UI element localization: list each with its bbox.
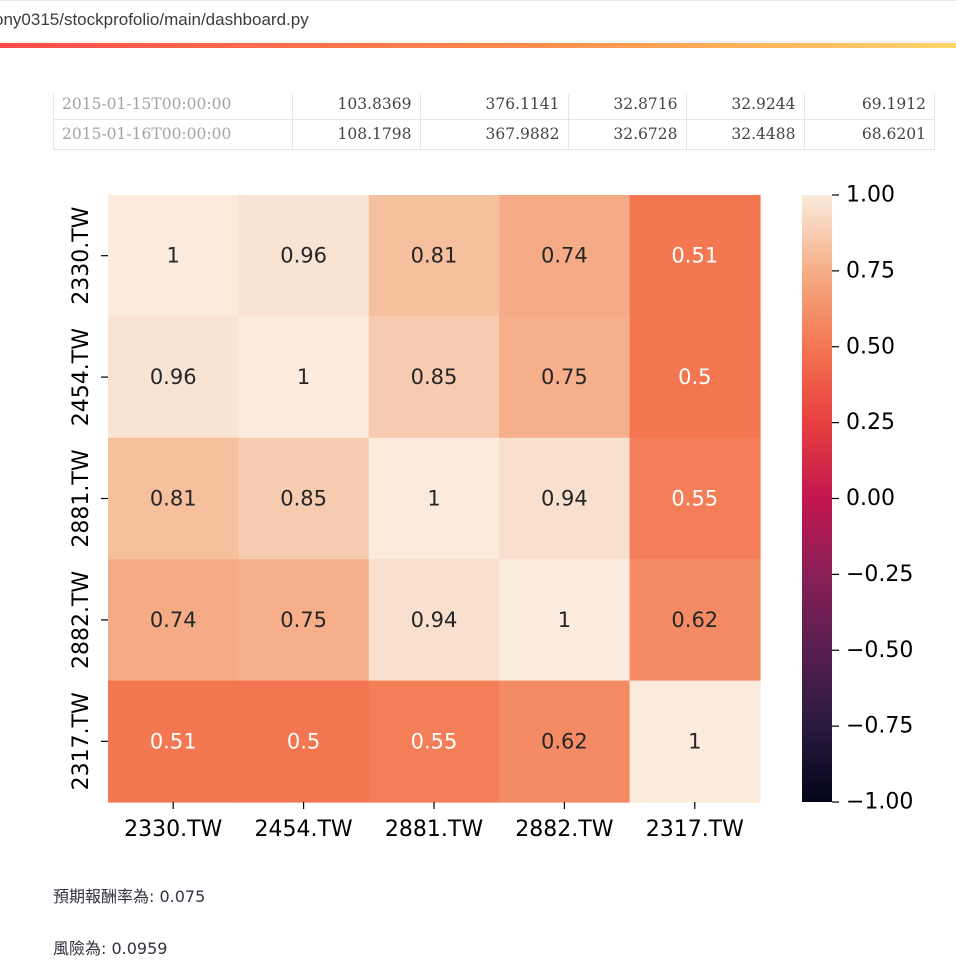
colorbar-ticks: 1.00 0.75 0.50 0.25 0.00 −0.25 −0.50 −0.75 −1.00 xyxy=(832,183,913,815)
heatmap-cell xyxy=(499,437,631,560)
heatmap-cell xyxy=(108,680,239,803)
correlation-heatmap: 1 0.96 0.81 0.74 0.510.96 1 0.85 0.75 0.50.81 0.8… xyxy=(69,183,913,843)
table-cell: 32.9244 xyxy=(686,94,805,120)
heatmap-cell xyxy=(368,680,500,803)
y-tick-label: 2317.TW xyxy=(69,692,94,790)
browser-address-bar[interactable]: ony0315/stockprofolio/main/dashboard.py xyxy=(0,0,956,48)
heatmap-cell xyxy=(629,316,761,439)
colorbar-tick-label: 0.00 xyxy=(846,486,895,511)
table-row: 2015-01-15T00:00:00 103.8369 376.1141 32… xyxy=(54,94,934,120)
y-tick-label: 2882.TW xyxy=(69,571,94,669)
y-tick-label: 2330.TW xyxy=(69,206,94,304)
heatmap-cells xyxy=(108,195,761,803)
cell-annotation: 0.51 xyxy=(671,244,718,268)
dataframe-grid: 2015-01-15T00:00:00 103.8369 376.1141 32… xyxy=(54,94,934,150)
row-index-cell: 2015-01-15T00:00:00 xyxy=(54,94,293,120)
url-text: ony0315/stockprofolio/main/dashboard.py xyxy=(0,10,309,29)
cell-annotation: 0.51 xyxy=(150,729,197,753)
cell-annotation: 0.62 xyxy=(671,608,718,632)
risk-text: 風險為: 0.0959 xyxy=(53,939,168,958)
cell-annotation: 0.55 xyxy=(411,729,458,753)
heatmap-cell xyxy=(238,195,370,317)
cell-annotation: 0.74 xyxy=(541,244,588,268)
heatmap-cell xyxy=(629,437,761,560)
heatmap-cell xyxy=(238,437,370,560)
table-cell: 376.1141 xyxy=(420,94,569,120)
heatmap-cell xyxy=(499,680,631,803)
table-cell: 108.1798 xyxy=(292,119,421,150)
toolbar-shadow xyxy=(0,41,956,44)
y-tick-label: 2881.TW xyxy=(69,449,94,547)
cell-annotation: 1 xyxy=(688,729,701,753)
cell-annotation: 0.75 xyxy=(541,365,588,389)
x-tick-label: 2317.TW xyxy=(646,817,744,842)
colorbar xyxy=(802,195,832,802)
x-tick-label: 2330.TW xyxy=(124,817,222,842)
cell-annotation: 1 xyxy=(297,365,310,389)
heatmap-cell xyxy=(108,437,239,560)
table-cell: 69.1912 xyxy=(804,94,934,120)
x-tick-label: 2454.TW xyxy=(255,817,353,842)
colorbar-tick-label: 1.00 xyxy=(846,183,895,208)
y-axis: 2330.TW 2454.TW 2881.TW 2882.TW 2317.TW xyxy=(69,206,108,790)
heatmap-cell xyxy=(108,316,239,439)
colorbar-tick-label: 0.50 xyxy=(846,334,895,359)
cell-annotation: 0.75 xyxy=(280,608,327,632)
heatmap-annotations: 1 0.96 0.81 0.74 0.510.96 1 0.85 0.75 0.50.81 0.8… xyxy=(150,244,718,754)
colorbar-tick-label: 0.75 xyxy=(846,258,895,283)
heatmap-cell xyxy=(499,316,631,439)
heatmap-cell xyxy=(368,195,500,317)
colorbar-tick-label: 0.25 xyxy=(846,410,895,435)
dataframe-table[interactable]: 2015-01-15T00:00:00 103.8369 376.1141 32… xyxy=(53,94,935,150)
y-tick-label: 2454.TW xyxy=(69,328,94,426)
table-cell: 32.4488 xyxy=(686,119,805,150)
heatmap-cell xyxy=(368,437,500,560)
colorbar-tick-label: −0.50 xyxy=(846,638,913,663)
colorbar-tick-label: −0.75 xyxy=(846,714,913,739)
cell-annotation: 0.62 xyxy=(541,729,588,753)
row-index-cell: 2015-01-16T00:00:00 xyxy=(54,119,293,150)
heatmap-cell xyxy=(108,559,239,682)
heatmap-cell xyxy=(368,559,500,682)
table-cell: 68.6201 xyxy=(804,119,934,150)
colorbar-tick-label: −0.25 xyxy=(846,562,913,587)
cell-annotation: 0.81 xyxy=(411,244,458,268)
x-axis: 2330.TW 2454.TW 2881.TW 2882.TW 2317.TW xyxy=(124,802,744,842)
cell-annotation: 1 xyxy=(558,608,571,632)
cell-annotation: 0.85 xyxy=(411,365,458,389)
table-cell: 103.8369 xyxy=(292,94,421,120)
heatmap-cell xyxy=(629,680,761,803)
cell-annotation: 0.5 xyxy=(287,729,320,753)
heatmap-cell xyxy=(238,559,370,682)
table-cell: 32.6728 xyxy=(568,119,687,150)
heatmap-cell xyxy=(368,316,500,439)
cell-annotation: 0.96 xyxy=(150,365,197,389)
table-cell: 367.9882 xyxy=(420,119,569,150)
cell-annotation: 0.96 xyxy=(280,244,327,268)
heatmap-cell xyxy=(629,559,761,682)
expected-return-text: 預期報酬率為: 0.075 xyxy=(53,887,206,906)
cell-annotation: 0.94 xyxy=(541,487,588,511)
app-top-decoration xyxy=(0,43,956,48)
heatmap-cell xyxy=(238,316,370,439)
cell-annotation: 1 xyxy=(427,487,440,511)
cell-annotation: 0.5 xyxy=(678,365,711,389)
heatmap-cell xyxy=(108,195,239,317)
table-cell: 32.8716 xyxy=(568,94,687,120)
cell-annotation: 0.74 xyxy=(150,608,197,632)
cell-annotation: 0.81 xyxy=(150,487,197,511)
cell-annotation: 1 xyxy=(167,244,180,268)
cell-annotation: 0.94 xyxy=(411,608,458,632)
x-tick-label: 2881.TW xyxy=(385,817,483,842)
x-tick-label: 2882.TW xyxy=(515,817,613,842)
cell-annotation: 0.85 xyxy=(280,487,327,511)
heatmap-cell xyxy=(238,680,370,803)
heatmap-cell xyxy=(499,559,631,682)
colorbar-tick-label: −1.00 xyxy=(846,790,913,815)
cell-annotation: 0.55 xyxy=(671,487,718,511)
table-row: 2015-01-16T00:00:00 108.1798 367.9882 32… xyxy=(54,119,934,150)
heatmap-cell xyxy=(499,195,631,317)
heatmap-cell xyxy=(629,195,761,317)
